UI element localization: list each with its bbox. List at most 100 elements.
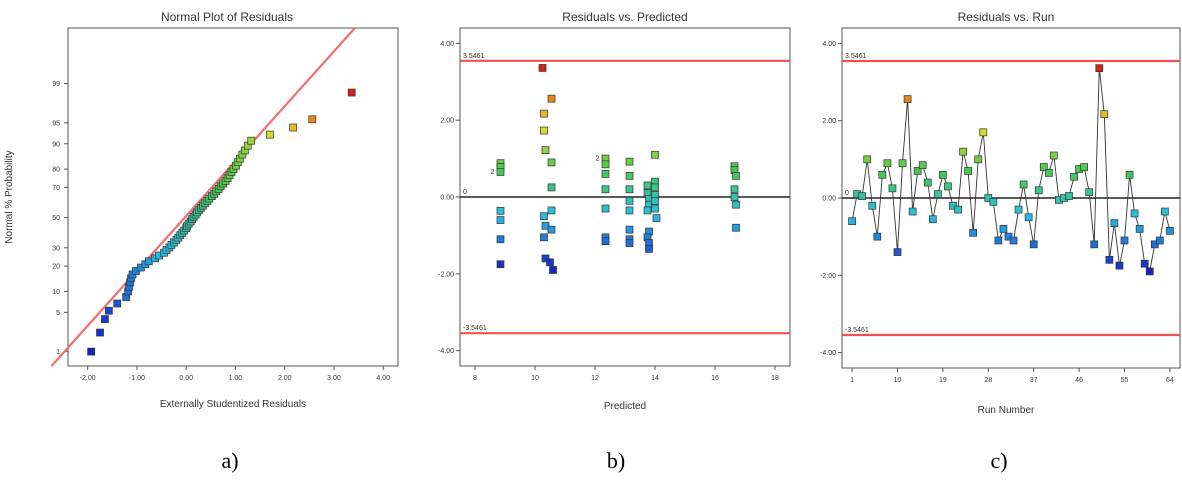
limit-label: 3.5461 (463, 53, 485, 60)
data-point (651, 204, 659, 213)
tick-label: 18 (771, 375, 779, 382)
data-point (625, 225, 634, 234)
data-point (1135, 225, 1144, 233)
tick-label: -2.00 (820, 273, 836, 280)
data-point (496, 235, 505, 244)
data-point (1166, 226, 1174, 235)
data-point (645, 245, 653, 253)
data-point (898, 159, 907, 168)
data-point (858, 192, 867, 200)
tick-label: 2.00 (822, 118, 836, 125)
normal-fit-line (50, 27, 356, 367)
data-point (547, 94, 556, 103)
tick-label: 20 (52, 264, 60, 271)
data-point (974, 155, 983, 164)
data-point (1145, 267, 1154, 276)
data-point (540, 126, 548, 135)
tick-label: 10 (52, 289, 60, 296)
data-point (969, 228, 978, 237)
tick-label: 30 (52, 245, 60, 252)
tick-label: 1.00 (229, 375, 243, 382)
caption-c: c) (990, 448, 1007, 473)
tick-label: 12 (591, 375, 599, 382)
data-point (1085, 188, 1094, 197)
data-point (643, 181, 652, 190)
chart-a-title: Normal Plot of Residuals (161, 10, 293, 24)
data-point (944, 182, 952, 191)
limit-label: -3.5461 (463, 325, 487, 332)
data-point (1161, 207, 1169, 216)
data-point (984, 194, 993, 202)
data-point (144, 257, 153, 266)
tick-label: 99 (52, 81, 60, 88)
data-point (1029, 240, 1038, 249)
data-point (247, 136, 256, 145)
data-point (1140, 259, 1149, 268)
tick-label: 16 (711, 375, 719, 382)
data-point (873, 232, 882, 241)
tick-label: 10 (894, 377, 902, 384)
data-point (549, 266, 557, 274)
data-point (999, 225, 1008, 233)
data-point (1050, 151, 1058, 160)
data-point (601, 204, 610, 213)
data-point (101, 315, 109, 323)
data-point (923, 178, 932, 187)
data-point (547, 225, 556, 234)
tick-label: 1 (850, 377, 854, 384)
chart-b-xlabel: Predicted (604, 401, 646, 412)
data-point (903, 95, 912, 103)
data-point (913, 167, 922, 175)
limit-label: 0 (845, 190, 849, 197)
data-point (1115, 261, 1124, 270)
tick-label: -2.00 (438, 271, 454, 278)
data-point (289, 123, 297, 132)
data-point (1155, 236, 1164, 245)
data-point (893, 248, 902, 256)
tick-label: 46 (1075, 377, 1083, 384)
data-point (730, 185, 739, 194)
data-point (928, 215, 937, 224)
data-point (883, 159, 892, 168)
data-point (625, 157, 634, 166)
data-point (601, 237, 610, 246)
limit-label: -3.5461 (845, 327, 869, 334)
data-point (541, 146, 550, 154)
data-point (1130, 209, 1139, 218)
data-point (547, 183, 556, 192)
data-point (546, 258, 554, 267)
data-point (1090, 240, 1099, 249)
data-point (651, 183, 659, 192)
data-point (113, 299, 122, 308)
tick-label: 10 (531, 375, 539, 382)
data-point (848, 217, 856, 226)
data-point (1044, 169, 1053, 177)
data-point (87, 347, 95, 356)
data-point (1125, 170, 1134, 179)
data-point (1110, 219, 1119, 227)
data-point (1019, 180, 1028, 189)
tick-label: 2.00 (278, 375, 292, 382)
data-point (964, 167, 972, 175)
tick-label: 8 (473, 375, 477, 382)
point-count-label: 2 (491, 169, 495, 176)
tick-label: 37 (1030, 377, 1038, 384)
data-point (949, 201, 957, 210)
data-point (601, 185, 610, 194)
chart-c-title: Residuals vs. Run (958, 10, 1055, 24)
data-point (1150, 240, 1159, 249)
chart-a-xlabel: Externally Studentized Residuals (160, 399, 306, 410)
data-point (1034, 186, 1043, 195)
data-point (601, 170, 610, 178)
data-point (888, 184, 897, 193)
caption-b: b) (607, 448, 625, 473)
data-point (538, 64, 547, 72)
tick-label: 90 (52, 141, 60, 148)
panel-residuals-vs-predicted: Residuals vs. Predicted 8 10 12 14 16 18 -4.00… (438, 10, 791, 412)
tick-label: -2.00 (80, 375, 96, 382)
data-point (1070, 172, 1078, 181)
chart-a-ylabel: Normal % Probability (4, 150, 15, 243)
tick-label: -4.00 (820, 350, 836, 357)
tick-label: 19 (939, 377, 947, 384)
data-point (1039, 163, 1048, 171)
